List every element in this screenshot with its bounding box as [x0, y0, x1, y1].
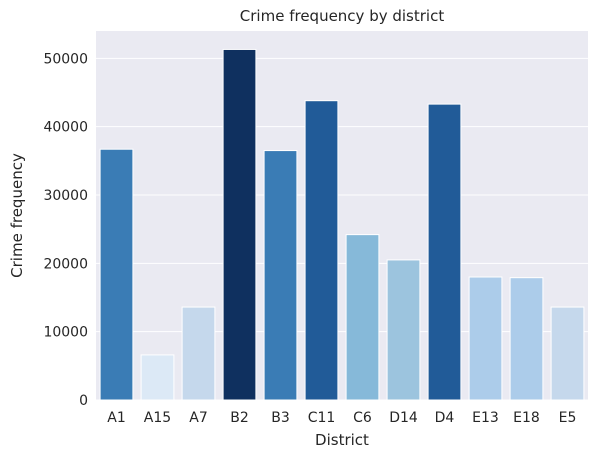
bar-b3	[263, 150, 298, 401]
x-tick-label: E18	[513, 410, 540, 426]
x-tick-label: A7	[189, 410, 207, 426]
bars	[99, 48, 585, 401]
x-tick-label: A15	[144, 410, 171, 426]
bar-e5	[550, 306, 585, 401]
x-tick-label: E13	[472, 410, 499, 426]
y-tick-label: 40000	[43, 120, 88, 136]
x-tick-label: C6	[353, 410, 372, 426]
bar-a7	[181, 306, 216, 401]
x-tick-label: B2	[230, 410, 249, 426]
gridlines	[96, 57, 588, 401]
y-tick-labels: 0 10000 20000 30000 40000 50000	[43, 51, 88, 409]
x-tick-label: E5	[559, 410, 577, 426]
chart-title: Crime frequency by district	[240, 7, 445, 25]
bar-e13	[468, 276, 503, 401]
bar-d4	[427, 103, 462, 401]
bar-e18	[509, 277, 544, 401]
plot-background	[96, 31, 588, 400]
y-tick-label: 30000	[43, 188, 88, 204]
bar-a15	[140, 354, 175, 401]
bar-c6	[345, 234, 380, 401]
x-tick-labels: A1 A15 A7 B2 B3 C11 C6 D14 D4 E13 E18 E5	[107, 410, 576, 426]
x-tick-label: A1	[107, 410, 125, 426]
x-tick-label: B3	[271, 410, 290, 426]
x-tick-label: D4	[435, 410, 455, 426]
x-axis-label: District	[315, 431, 369, 449]
y-axis-label: Crime frequency	[8, 153, 26, 278]
bar-c11	[304, 100, 339, 401]
bar-b2	[222, 48, 257, 401]
bar-d14	[386, 259, 421, 401]
y-tick-label: 20000	[43, 256, 88, 272]
y-tick-label: 0	[79, 393, 88, 409]
y-tick-label: 10000	[43, 325, 88, 341]
bar-a1	[99, 148, 134, 401]
y-tick-label: 50000	[43, 51, 88, 67]
x-tick-label: C11	[308, 410, 336, 426]
x-tick-label: D14	[389, 410, 418, 426]
